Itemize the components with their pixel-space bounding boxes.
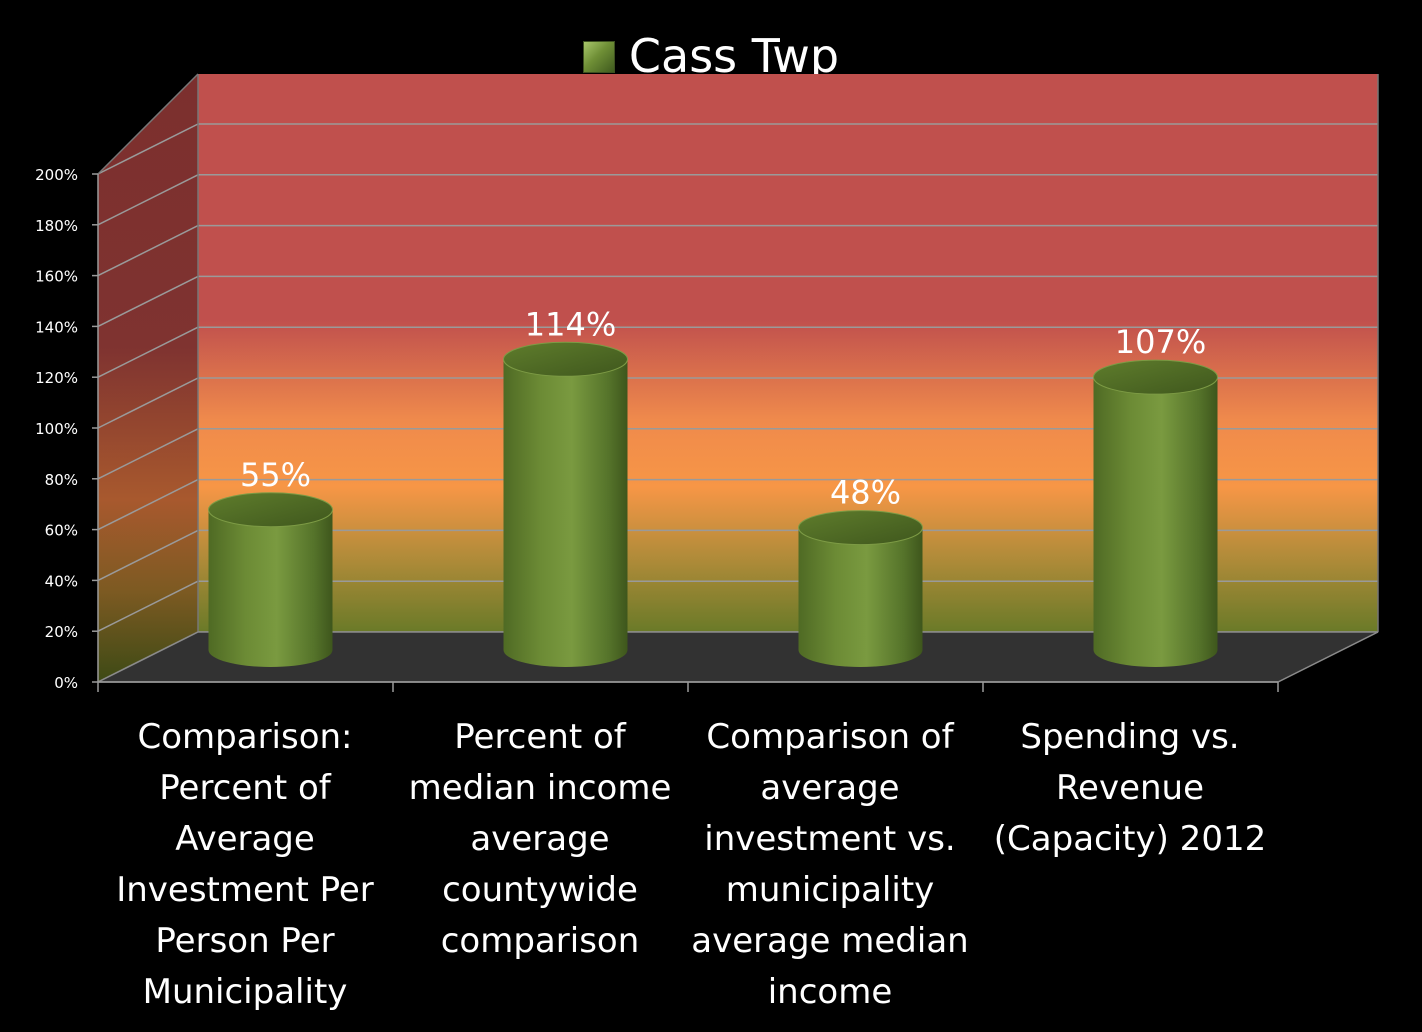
gridline-side — [97, 580, 199, 632]
bar-top — [208, 492, 333, 528]
y-tick-label: 80% — [45, 471, 78, 489]
bar-body — [1093, 377, 1218, 667]
gridline-side — [97, 174, 199, 226]
y-tick-label: 200% — [35, 166, 78, 184]
gridline-side — [97, 224, 199, 277]
y-tick-label: 120% — [35, 369, 78, 387]
data-label: 107% — [1115, 323, 1206, 361]
x-tick-label-0: Comparison: Percent of Average Investmen… — [116, 717, 374, 1012]
bar-top — [1093, 359, 1218, 395]
y-tick-label: 20% — [45, 623, 78, 641]
gridline-side — [97, 428, 199, 480]
gridline-side — [97, 123, 199, 175]
y-tick-label: 40% — [45, 572, 78, 590]
y-tick-label: 60% — [45, 522, 78, 540]
data-label: 114% — [525, 305, 616, 343]
x-tick-label-3: Spending vs. Revenue (Capacity) 2012 — [993, 717, 1267, 859]
gridline-side — [97, 326, 199, 378]
x-tick-label-2: Comparison of average investment vs. mun… — [691, 717, 969, 1012]
bar — [503, 341, 628, 667]
gridline-side — [97, 478, 199, 531]
gridline-side — [97, 275, 199, 328]
y-tick-label: 180% — [35, 217, 78, 235]
y-tick-label: 0% — [54, 674, 78, 692]
x-tick-label-1: Percent of median income average countyw… — [408, 717, 672, 961]
bar-body — [208, 509, 333, 667]
y-tick-label: 100% — [35, 420, 78, 438]
bar-body — [503, 359, 628, 667]
legend-swatch — [582, 41, 615, 73]
bar — [208, 492, 333, 667]
y-tick-label: 140% — [35, 318, 78, 336]
side-wall — [98, 74, 198, 682]
data-label: 55% — [240, 456, 311, 494]
bar-top — [798, 510, 923, 546]
bar — [798, 510, 923, 667]
gridline-side — [97, 377, 199, 429]
data-label: 48% — [830, 474, 901, 512]
bar — [1093, 359, 1218, 667]
gridline-side — [97, 529, 199, 582]
bar-top — [503, 341, 628, 377]
y-tick-label: 160% — [35, 268, 78, 286]
bar-body — [798, 527, 923, 667]
wall-edge — [97, 73, 199, 175]
